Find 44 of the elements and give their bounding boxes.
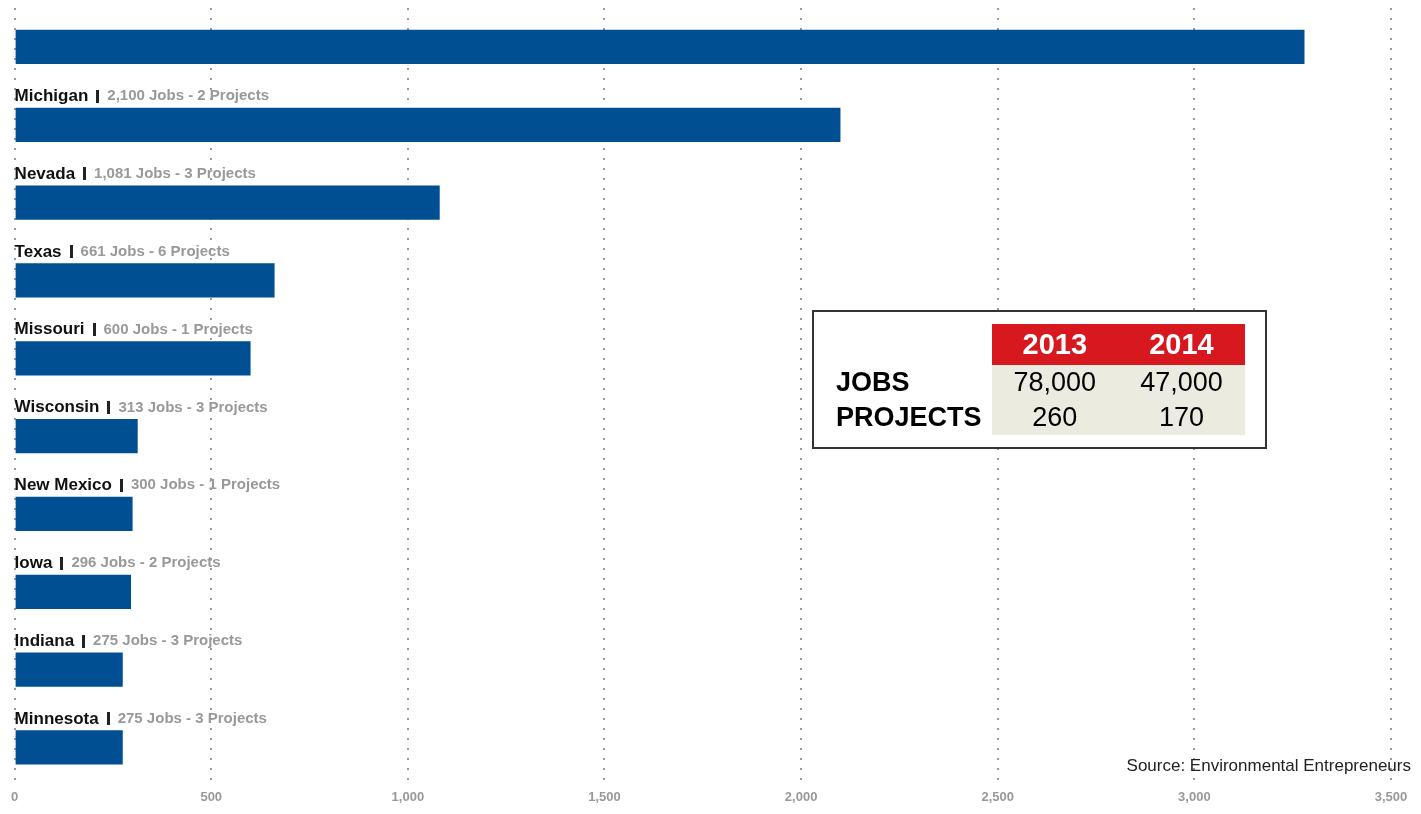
bar [15, 574, 132, 609]
x-tick-label: 2,000 [784, 788, 818, 804]
bar [15, 29, 1305, 65]
x-tick-label: 3,000 [1178, 788, 1211, 804]
data-label: 661 Jobs - 6 Projects [80, 241, 230, 259]
data-label: 313 Jobs - 3 Projects [118, 397, 268, 415]
y-tick-label: Michigan [14, 85, 89, 105]
category-label: 2014 [1118, 324, 1245, 365]
data-label: 2,100 Jobs - 2 Projects [107, 86, 270, 104]
data-label: 275 Jobs - 3 Projects [117, 709, 267, 726]
text: 47,000 [1140, 367, 1223, 397]
y-tick-label: Missouri [14, 319, 85, 339]
data-label: 1,081 Jobs - 3 Projects [94, 164, 256, 182]
y-tick-label: New Mexico [14, 475, 112, 495]
category-label: 2013 [991, 324, 1119, 365]
x-tick-label: 500 [200, 788, 223, 804]
text: 78,000 [1013, 367, 1097, 397]
x-tick-label: 0 [11, 788, 19, 804]
category-label: PROJECTS [836, 402, 982, 432]
bar [15, 185, 440, 220]
bar [15, 263, 275, 298]
y-tick-label: Iowa [14, 552, 53, 572]
y-tick-label: Minnesota [14, 708, 100, 728]
bar [15, 341, 251, 376]
text: 170 [1158, 402, 1204, 432]
bar [15, 419, 138, 454]
x-tick-label: 1,000 [391, 788, 425, 804]
bar [15, 730, 123, 765]
category-label: JOBS [836, 367, 910, 397]
annotation: Source: Environmental Entrepreneurs [1126, 755, 1411, 775]
y-tick-label: Indiana [14, 630, 75, 650]
y-tick-label: Texas [14, 241, 62, 261]
y-tick-label: Nevada [14, 163, 76, 183]
data-label: 275 Jobs - 3 Projects [93, 631, 243, 649]
x-tick-label: 2,500 [981, 788, 1015, 804]
bar [15, 107, 841, 142]
text: 260 [1032, 402, 1078, 432]
data-label: 600 Jobs - 1 Projects [103, 319, 253, 337]
x-tick-label: 3,500 [1374, 788, 1408, 804]
y-tick-label: Wisconsin [14, 397, 100, 417]
x-tick-label: 1,500 [588, 788, 621, 804]
bar [15, 496, 133, 532]
data-label: 296 Jobs - 2 Projects [71, 553, 221, 571]
bar [15, 652, 123, 687]
